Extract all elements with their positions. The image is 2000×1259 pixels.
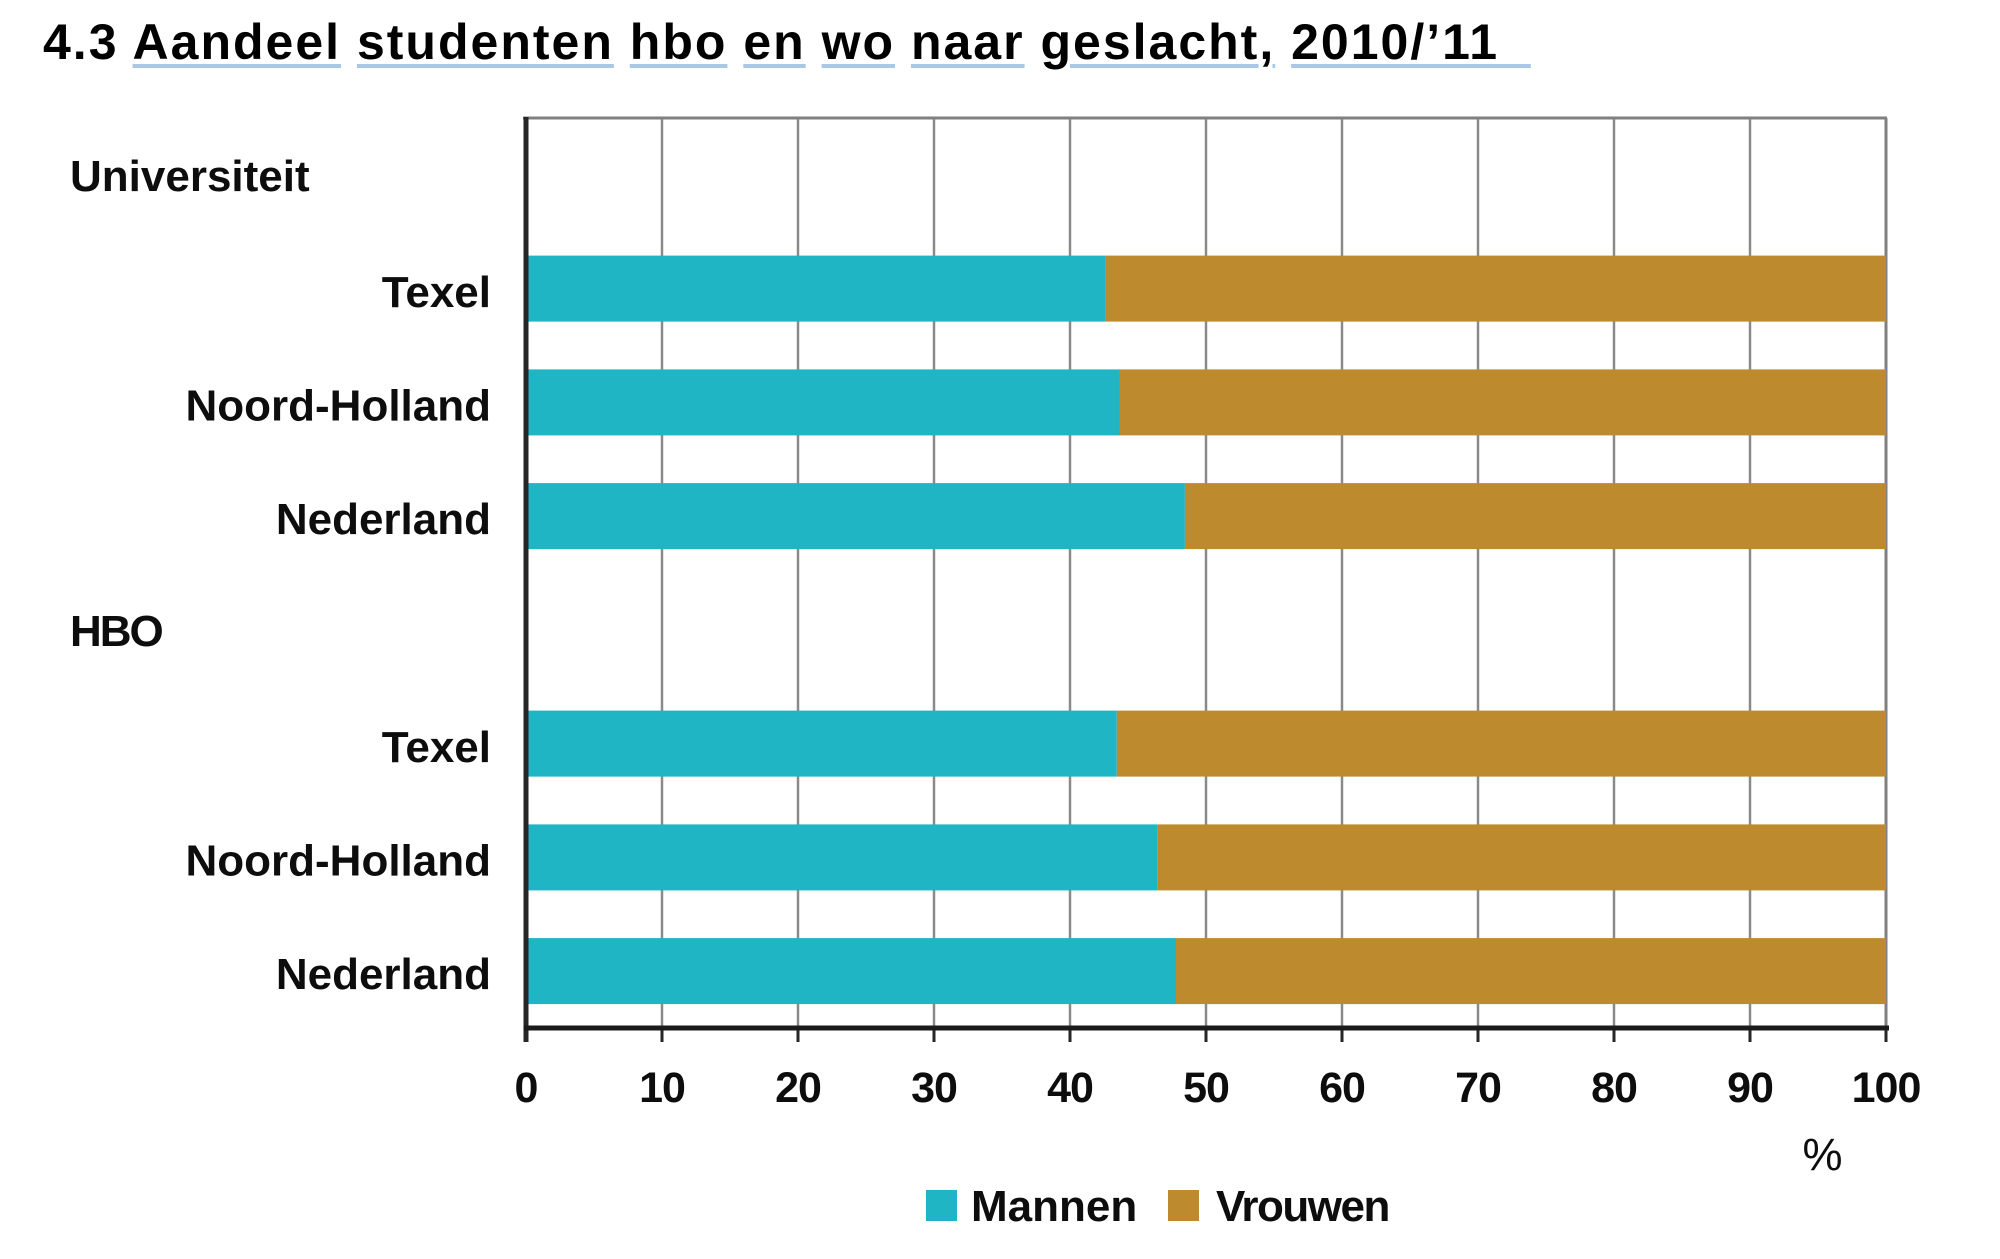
svg-text:70: 70 — [1455, 1064, 1501, 1112]
svg-text:50: 50 — [1183, 1064, 1229, 1112]
svg-text:Noord-Holland: Noord-Holland — [185, 382, 491, 431]
svg-text:Texel: Texel — [382, 268, 491, 317]
svg-text:100: 100 — [1852, 1064, 1921, 1112]
svg-text:Noord-Holland: Noord-Holland — [185, 837, 491, 886]
svg-text:60: 60 — [1319, 1064, 1365, 1112]
svg-text:Vrouwen: Vrouwen — [1216, 1182, 1389, 1231]
svg-text:Universiteit: Universiteit — [70, 152, 310, 201]
svg-text:40: 40 — [1047, 1064, 1093, 1112]
svg-text:20: 20 — [775, 1064, 821, 1112]
svg-text:Nederland: Nederland — [276, 495, 491, 544]
svg-text:%: % — [1802, 1129, 1841, 1180]
svg-text:30: 30 — [911, 1064, 957, 1112]
svg-text:Nederland: Nederland — [276, 950, 491, 999]
svg-text:10: 10 — [639, 1064, 685, 1112]
svg-text:Texel: Texel — [382, 723, 491, 772]
svg-text:HBO: HBO — [70, 607, 163, 656]
svg-text:0: 0 — [515, 1064, 538, 1112]
svg-text:80: 80 — [1591, 1064, 1637, 1112]
svg-text:Mannen: Mannen — [971, 1182, 1137, 1231]
svg-text:90: 90 — [1727, 1064, 1773, 1112]
